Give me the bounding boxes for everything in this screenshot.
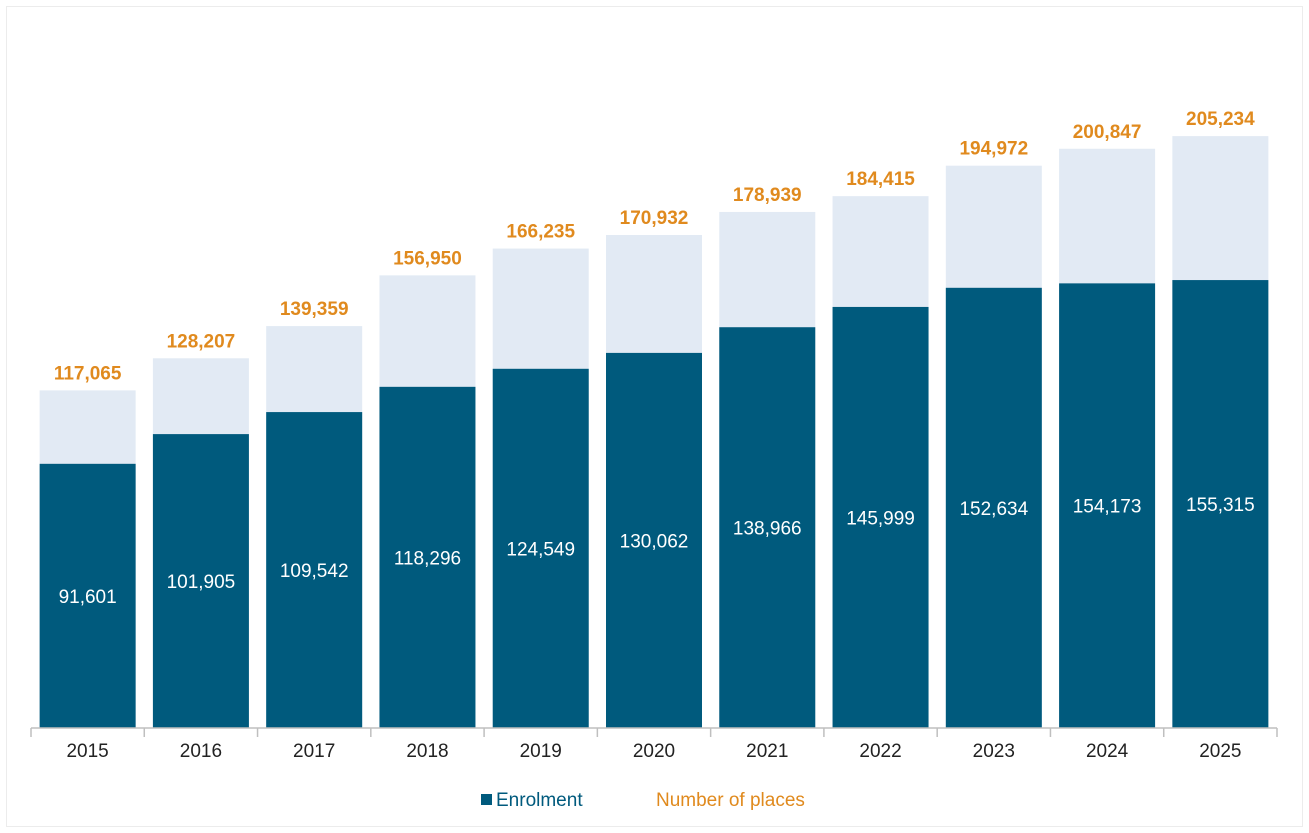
enrolment-bar-2017 <box>266 412 363 728</box>
x-tick-label-2017: 2017 <box>293 741 335 762</box>
enrolment-label-2019: 124,549 <box>506 539 575 560</box>
x-tick-label-2015: 2015 <box>66 741 108 762</box>
enrolment-label-2015: 91,601 <box>59 587 117 608</box>
enrolment-label-2016: 101,905 <box>167 572 236 593</box>
enrolment-label-2023: 152,634 <box>959 499 1028 520</box>
places-label-2017: 139,359 <box>280 299 349 320</box>
enrolment-label-2024: 154,173 <box>1073 497 1142 518</box>
places-label-2022: 184,415 <box>846 169 915 190</box>
enrolment-bar-2015 <box>39 463 136 728</box>
enrolment-bar-2018 <box>379 386 476 728</box>
x-axis-ticks <box>30 728 1278 737</box>
x-tick-label-2025: 2025 <box>1199 741 1241 762</box>
legend-swatch-enrolment <box>481 794 492 805</box>
x-tick-label-2023: 2023 <box>973 741 1015 762</box>
x-tick-label-2020: 2020 <box>633 741 675 762</box>
enrolment-bar-2019 <box>492 368 589 728</box>
enrolment-label-2018: 118,296 <box>394 548 461 569</box>
enrolment-bar-2025 <box>1172 280 1269 728</box>
places-label-2024: 200,847 <box>1073 122 1142 143</box>
enrolment-label-2021: 138,966 <box>733 519 802 540</box>
legend: Enrolment Number of places <box>481 790 805 811</box>
places-label-2021: 178,939 <box>733 185 802 206</box>
chart-area: 117,065 128,207 139,359 156,950 166,235 170,9… <box>6 6 1303 827</box>
x-tick-label-2018: 2018 <box>406 741 448 762</box>
enrolment-bars <box>39 280 1269 728</box>
x-tick-label-2024: 2024 <box>1086 741 1129 762</box>
enrolment-label-2020: 130,062 <box>620 531 689 552</box>
legend-label-places: Number of places <box>656 790 805 811</box>
places-labels: 117,065 128,207 139,359 156,950 166,235 170,9… <box>54 109 1255 384</box>
enrolment-bar-2022 <box>832 306 929 728</box>
enrolment-label-2025: 155,315 <box>1186 495 1255 516</box>
enrolment-label-2017: 109,542 <box>280 561 349 582</box>
x-tick-label-2022: 2022 <box>859 741 901 762</box>
places-label-2018: 156,950 <box>393 248 462 269</box>
places-label-2015: 117,065 <box>54 363 122 384</box>
x-tick-label-2021: 2021 <box>746 741 788 762</box>
x-axis-tick-labels: 2015 2016 2017 2018 2019 2020 2021 2022 2023 2024… <box>66 741 1241 762</box>
enrolment-bar-2016 <box>152 434 249 728</box>
enrolment-label-2022: 145,999 <box>846 508 915 529</box>
x-tick-label-2019: 2019 <box>520 741 562 762</box>
places-label-2025: 205,234 <box>1186 109 1255 130</box>
enrolment-bar-2020 <box>606 352 702 728</box>
places-label-2016: 128,207 <box>167 331 236 352</box>
places-label-2019: 166,235 <box>506 222 575 243</box>
places-label-2020: 170,932 <box>620 208 689 229</box>
legend-label-enrolment: Enrolment <box>496 790 583 811</box>
enrolment-bar-2023 <box>945 287 1042 728</box>
enrolment-bar-2021 <box>719 327 816 728</box>
places-label-2023: 194,972 <box>959 139 1028 160</box>
bar-chart: 117,065 128,207 139,359 156,950 166,235 170,9… <box>30 109 1278 811</box>
x-tick-label-2016: 2016 <box>180 741 222 762</box>
enrolment-bar-2024 <box>1059 283 1156 728</box>
enrolment-labels: 91,601 101,905 109,542 118,296 124,549 130,06… <box>59 495 1255 608</box>
